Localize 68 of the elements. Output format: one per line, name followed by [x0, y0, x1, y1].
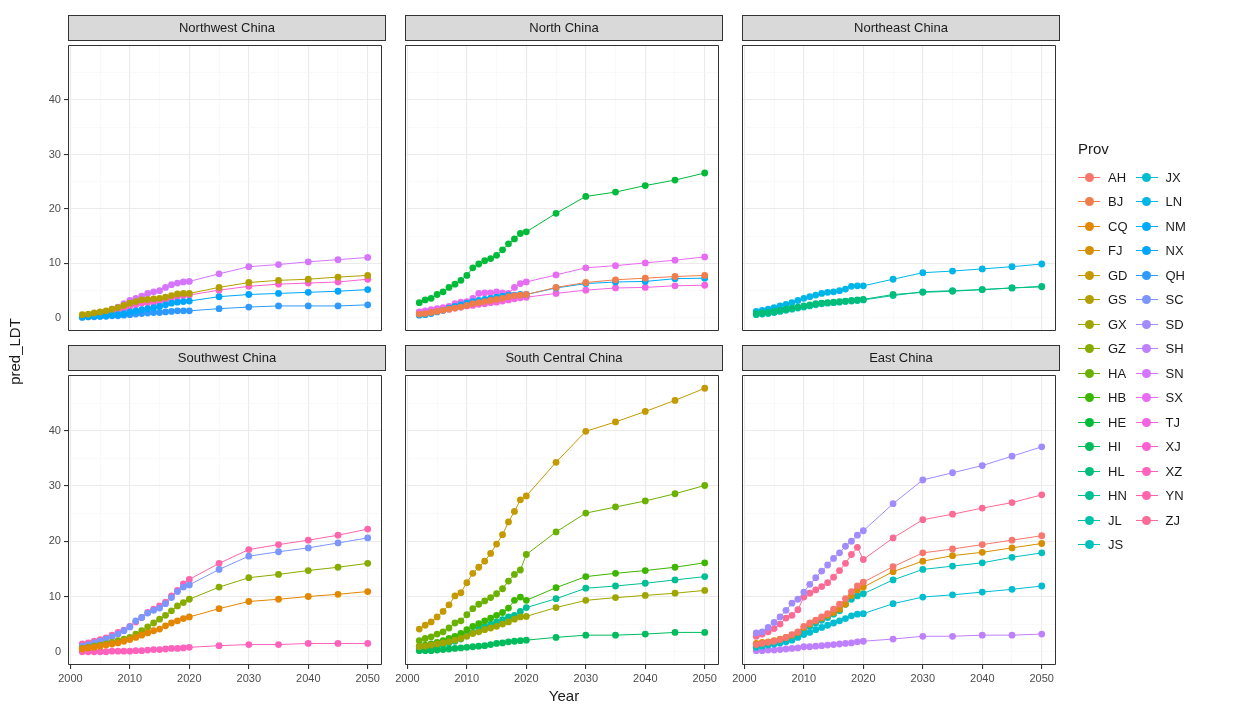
y-tick-label: 0 — [54, 644, 61, 657]
x-tick-label: 2050 — [355, 671, 380, 684]
legend-label: GD — [1108, 267, 1128, 283]
y-tick-label: 30 — [48, 479, 61, 492]
legend-label: SC — [1165, 292, 1184, 308]
x-tick-label: 2010 — [454, 671, 480, 684]
legend-label: HA — [1108, 365, 1127, 381]
chart-title: Northeast China — [742, 15, 1060, 41]
legend-label: JL — [1108, 512, 1122, 528]
legend-label: JS — [1108, 537, 1124, 553]
legend-label: HB — [1108, 390, 1127, 406]
x-axis-title: Year — [547, 687, 581, 704]
legend-label: HL — [1108, 463, 1125, 479]
y-tick-label: 30 — [48, 147, 61, 160]
legend-label: GS — [1108, 292, 1127, 308]
x-tick-label: 2040 — [296, 671, 321, 684]
x-tick-label: 2010 — [117, 671, 143, 684]
x-tick-label: 2040 — [970, 671, 995, 684]
x-tick-label: 2020 — [851, 671, 876, 684]
y-tick-label: 40 — [48, 93, 61, 106]
legend-label: LN — [1165, 194, 1183, 210]
x-tick-label: 2030 — [910, 671, 936, 684]
legend-label: NX — [1165, 243, 1184, 259]
x-tick-label: 2040 — [633, 671, 658, 684]
y-tick-label: 10 — [48, 589, 61, 602]
y-tick-label: 10 — [48, 256, 61, 269]
y-axis-title: pred_LDT — [5, 317, 23, 387]
legend-label: SN — [1165, 365, 1184, 381]
x-tick-label: 2000 — [732, 671, 757, 684]
x-tick-label: 2020 — [514, 671, 539, 684]
x-tick-label: 2000 — [395, 671, 420, 684]
legend-label: HI — [1108, 439, 1121, 455]
y-tick-label: 20 — [48, 202, 61, 214]
legend-label: GZ — [1108, 341, 1127, 357]
x-tick-label: 2050 — [692, 671, 717, 684]
y-tick-label: 40 — [48, 423, 61, 436]
x-tick-label: 2050 — [1029, 671, 1054, 684]
legend-label: SX — [1165, 390, 1183, 406]
legend-label: BJ — [1108, 194, 1124, 210]
chart-title: East China — [742, 345, 1060, 371]
legend-label: TJ — [1165, 414, 1180, 430]
x-tick-label: 2030 — [236, 671, 262, 684]
legend-label: AH — [1108, 169, 1127, 185]
legend-label: SD — [1165, 316, 1184, 332]
x-tick-label: 2010 — [791, 671, 817, 684]
legend-label: CQ — [1108, 218, 1128, 234]
legend-label: ZJ — [1165, 512, 1180, 528]
y-tick-label: 20 — [48, 534, 61, 547]
x-tick-label: 2000 — [58, 671, 83, 684]
legend-title: Prov — [1078, 140, 1110, 157]
legend-label: FJ — [1108, 243, 1123, 259]
chart-title: Southwest China — [68, 345, 386, 371]
legend-label: YN — [1165, 488, 1184, 504]
legend-label: NM — [1165, 218, 1186, 234]
legend-label: XZ — [1165, 463, 1183, 479]
chart-title: North China — [405, 15, 723, 41]
legend-label: GX — [1108, 316, 1127, 332]
legend-label: HN — [1108, 488, 1127, 504]
legend-label: SH — [1165, 341, 1184, 357]
legend-label: JX — [1165, 169, 1181, 185]
legend-label: XJ — [1165, 439, 1181, 455]
legend-label: QH — [1165, 267, 1185, 283]
y-tick-label: 0 — [54, 310, 61, 323]
x-tick-label: 2030 — [573, 671, 599, 684]
chart-title: South Central China — [405, 345, 723, 371]
chart-title: Northwest China — [68, 15, 386, 41]
legend-label: HE — [1108, 414, 1127, 430]
x-tick-label: 2020 — [177, 671, 202, 684]
